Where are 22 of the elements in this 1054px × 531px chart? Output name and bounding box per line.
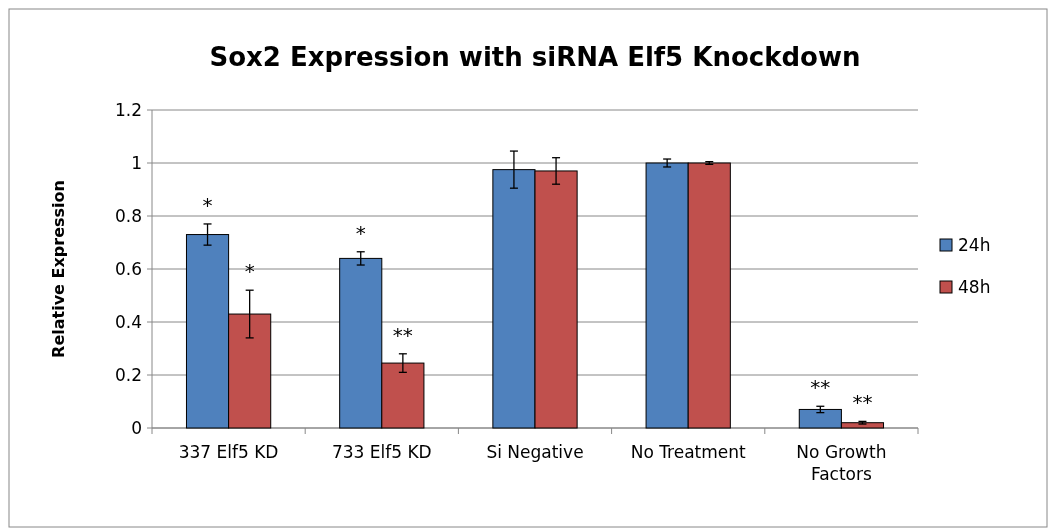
- data-label: **: [810, 375, 831, 400]
- data-label: *: [355, 220, 366, 245]
- y-tick-label: 0.4: [114, 311, 142, 332]
- data-label: *: [202, 192, 213, 217]
- data-label: *: [244, 259, 255, 284]
- y-tick-label: 0: [131, 417, 142, 438]
- y-tick-label: 1.2: [114, 99, 142, 120]
- data-label: **: [852, 390, 873, 415]
- x-tick-label: No Growth Factors: [796, 442, 887, 484]
- x-tick-label: Si Negative: [486, 442, 584, 462]
- y-tick-label: 0.8: [114, 205, 142, 226]
- data-label: **: [392, 322, 413, 347]
- legend-label: 24h: [958, 234, 991, 255]
- y-tick-label: 0.2: [114, 364, 142, 385]
- y-tick-label: 1: [131, 152, 142, 173]
- chart-title: Sox2 Expression with siRNA Elf5 Knockdown: [209, 42, 861, 72]
- y-axis-title: Relative Expression: [49, 180, 68, 358]
- y-tick-label: 0.6: [114, 258, 142, 279]
- x-tick-label: 337 Elf5 KD: [178, 442, 279, 462]
- legend-label: 48h: [958, 276, 991, 297]
- x-tick-label: 733 Elf5 KD: [331, 442, 432, 462]
- x-tick-label: No Treatment: [630, 442, 747, 462]
